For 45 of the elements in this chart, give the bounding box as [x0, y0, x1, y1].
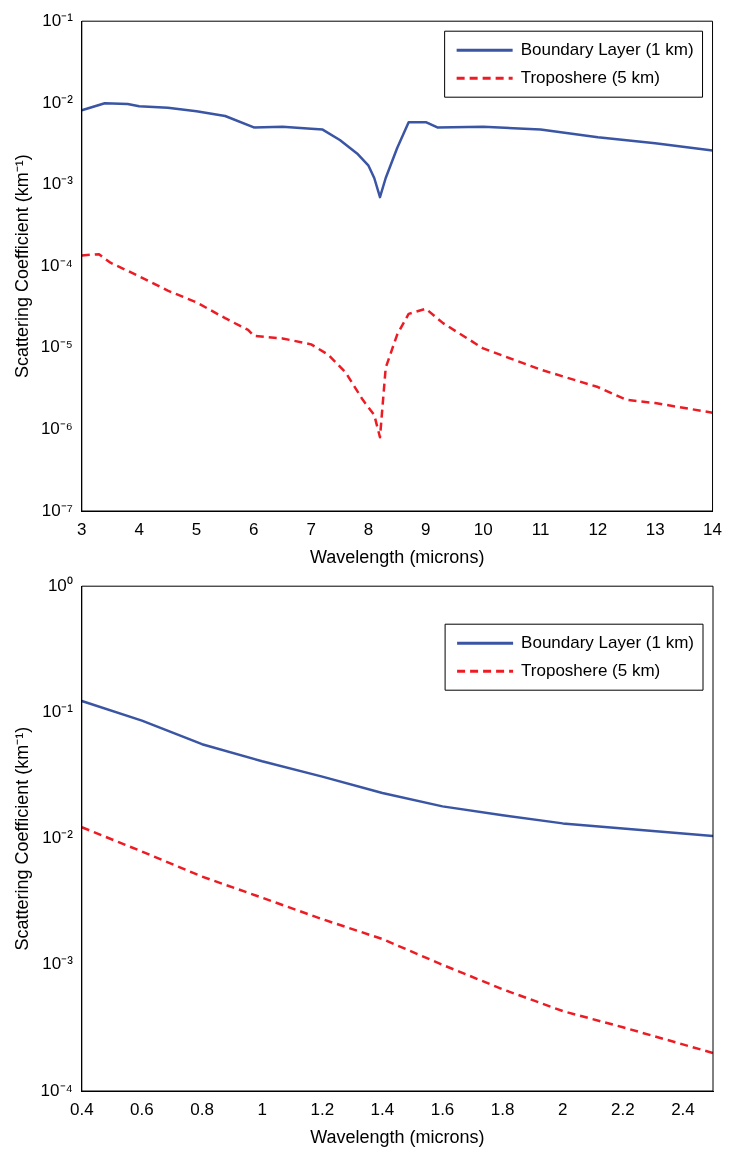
- y-tick-label: 10⁻¹: [42, 10, 74, 30]
- x-tick-label: 2: [557, 1099, 568, 1119]
- y-tick-label: 10⁻⁶: [40, 419, 73, 439]
- x-tick-label: 1.6: [430, 1099, 455, 1119]
- legend-label: Boundary Layer (1 km): [520, 39, 694, 59]
- x-tick-label: 4: [134, 519, 144, 539]
- y-tick-label: 10⁻⁴: [40, 255, 73, 275]
- x-tick-label: 3: [77, 519, 87, 539]
- x-tick-label: 5: [191, 519, 202, 539]
- x-tick-label: 0.6: [130, 1099, 154, 1119]
- y-tick-label: 10⁻²: [42, 828, 74, 848]
- y-tick-label: 10⁻¹: [42, 702, 74, 722]
- x-tick-label: 10: [473, 519, 493, 539]
- y-tick-label: 10⁻²: [42, 92, 74, 112]
- y-tick-label: 10⁰: [47, 575, 73, 595]
- x-axis-title: Wavelength (microns): [310, 1127, 485, 1148]
- x-tick-label: 1.2: [310, 1099, 335, 1119]
- x-tick-label: 1: [257, 1099, 267, 1119]
- y-tick-label: 10⁻³: [42, 174, 74, 194]
- x-axis-title: Wavelength (microns): [309, 547, 485, 568]
- x-tick-label: 2.4: [671, 1099, 695, 1119]
- y-tick-label: 10⁻³: [42, 954, 74, 974]
- y-axis-title: Scattering Coefficient (km⁻¹): [11, 154, 32, 378]
- line-series: [81, 252, 713, 439]
- y-tick-label: 10⁻⁵: [40, 337, 73, 357]
- x-tick-label: 13: [645, 519, 665, 539]
- legend-label: Troposhere (5 km): [520, 67, 660, 87]
- x-tick-label: 2.2: [611, 1099, 635, 1119]
- y-tick-label: 10⁻⁷: [41, 500, 73, 520]
- x-tick-label: 9: [421, 519, 431, 539]
- x-tick-label: 0.4: [69, 1099, 94, 1119]
- legend-label: Troposhere (5 km): [521, 660, 661, 680]
- x-tick-label: 14: [703, 519, 723, 539]
- x-tick-label: 11: [531, 519, 550, 539]
- y-tick-label: 10⁻⁴: [40, 1080, 73, 1100]
- x-tick-label: 1.8: [490, 1099, 515, 1119]
- x-tick-label: 12: [588, 519, 608, 539]
- legend-label: Boundary Layer (1 km): [521, 632, 694, 652]
- x-tick-label: 7: [306, 519, 316, 539]
- x-tick-label: 8: [363, 519, 374, 539]
- x-tick-label: 0.8: [190, 1099, 214, 1119]
- x-tick-label: 6: [249, 519, 259, 539]
- y-axis-title: Scattering Coefficient (km⁻¹): [11, 726, 32, 951]
- x-tick-label: 1.4: [370, 1099, 395, 1119]
- line-series: [81, 826, 713, 1055]
